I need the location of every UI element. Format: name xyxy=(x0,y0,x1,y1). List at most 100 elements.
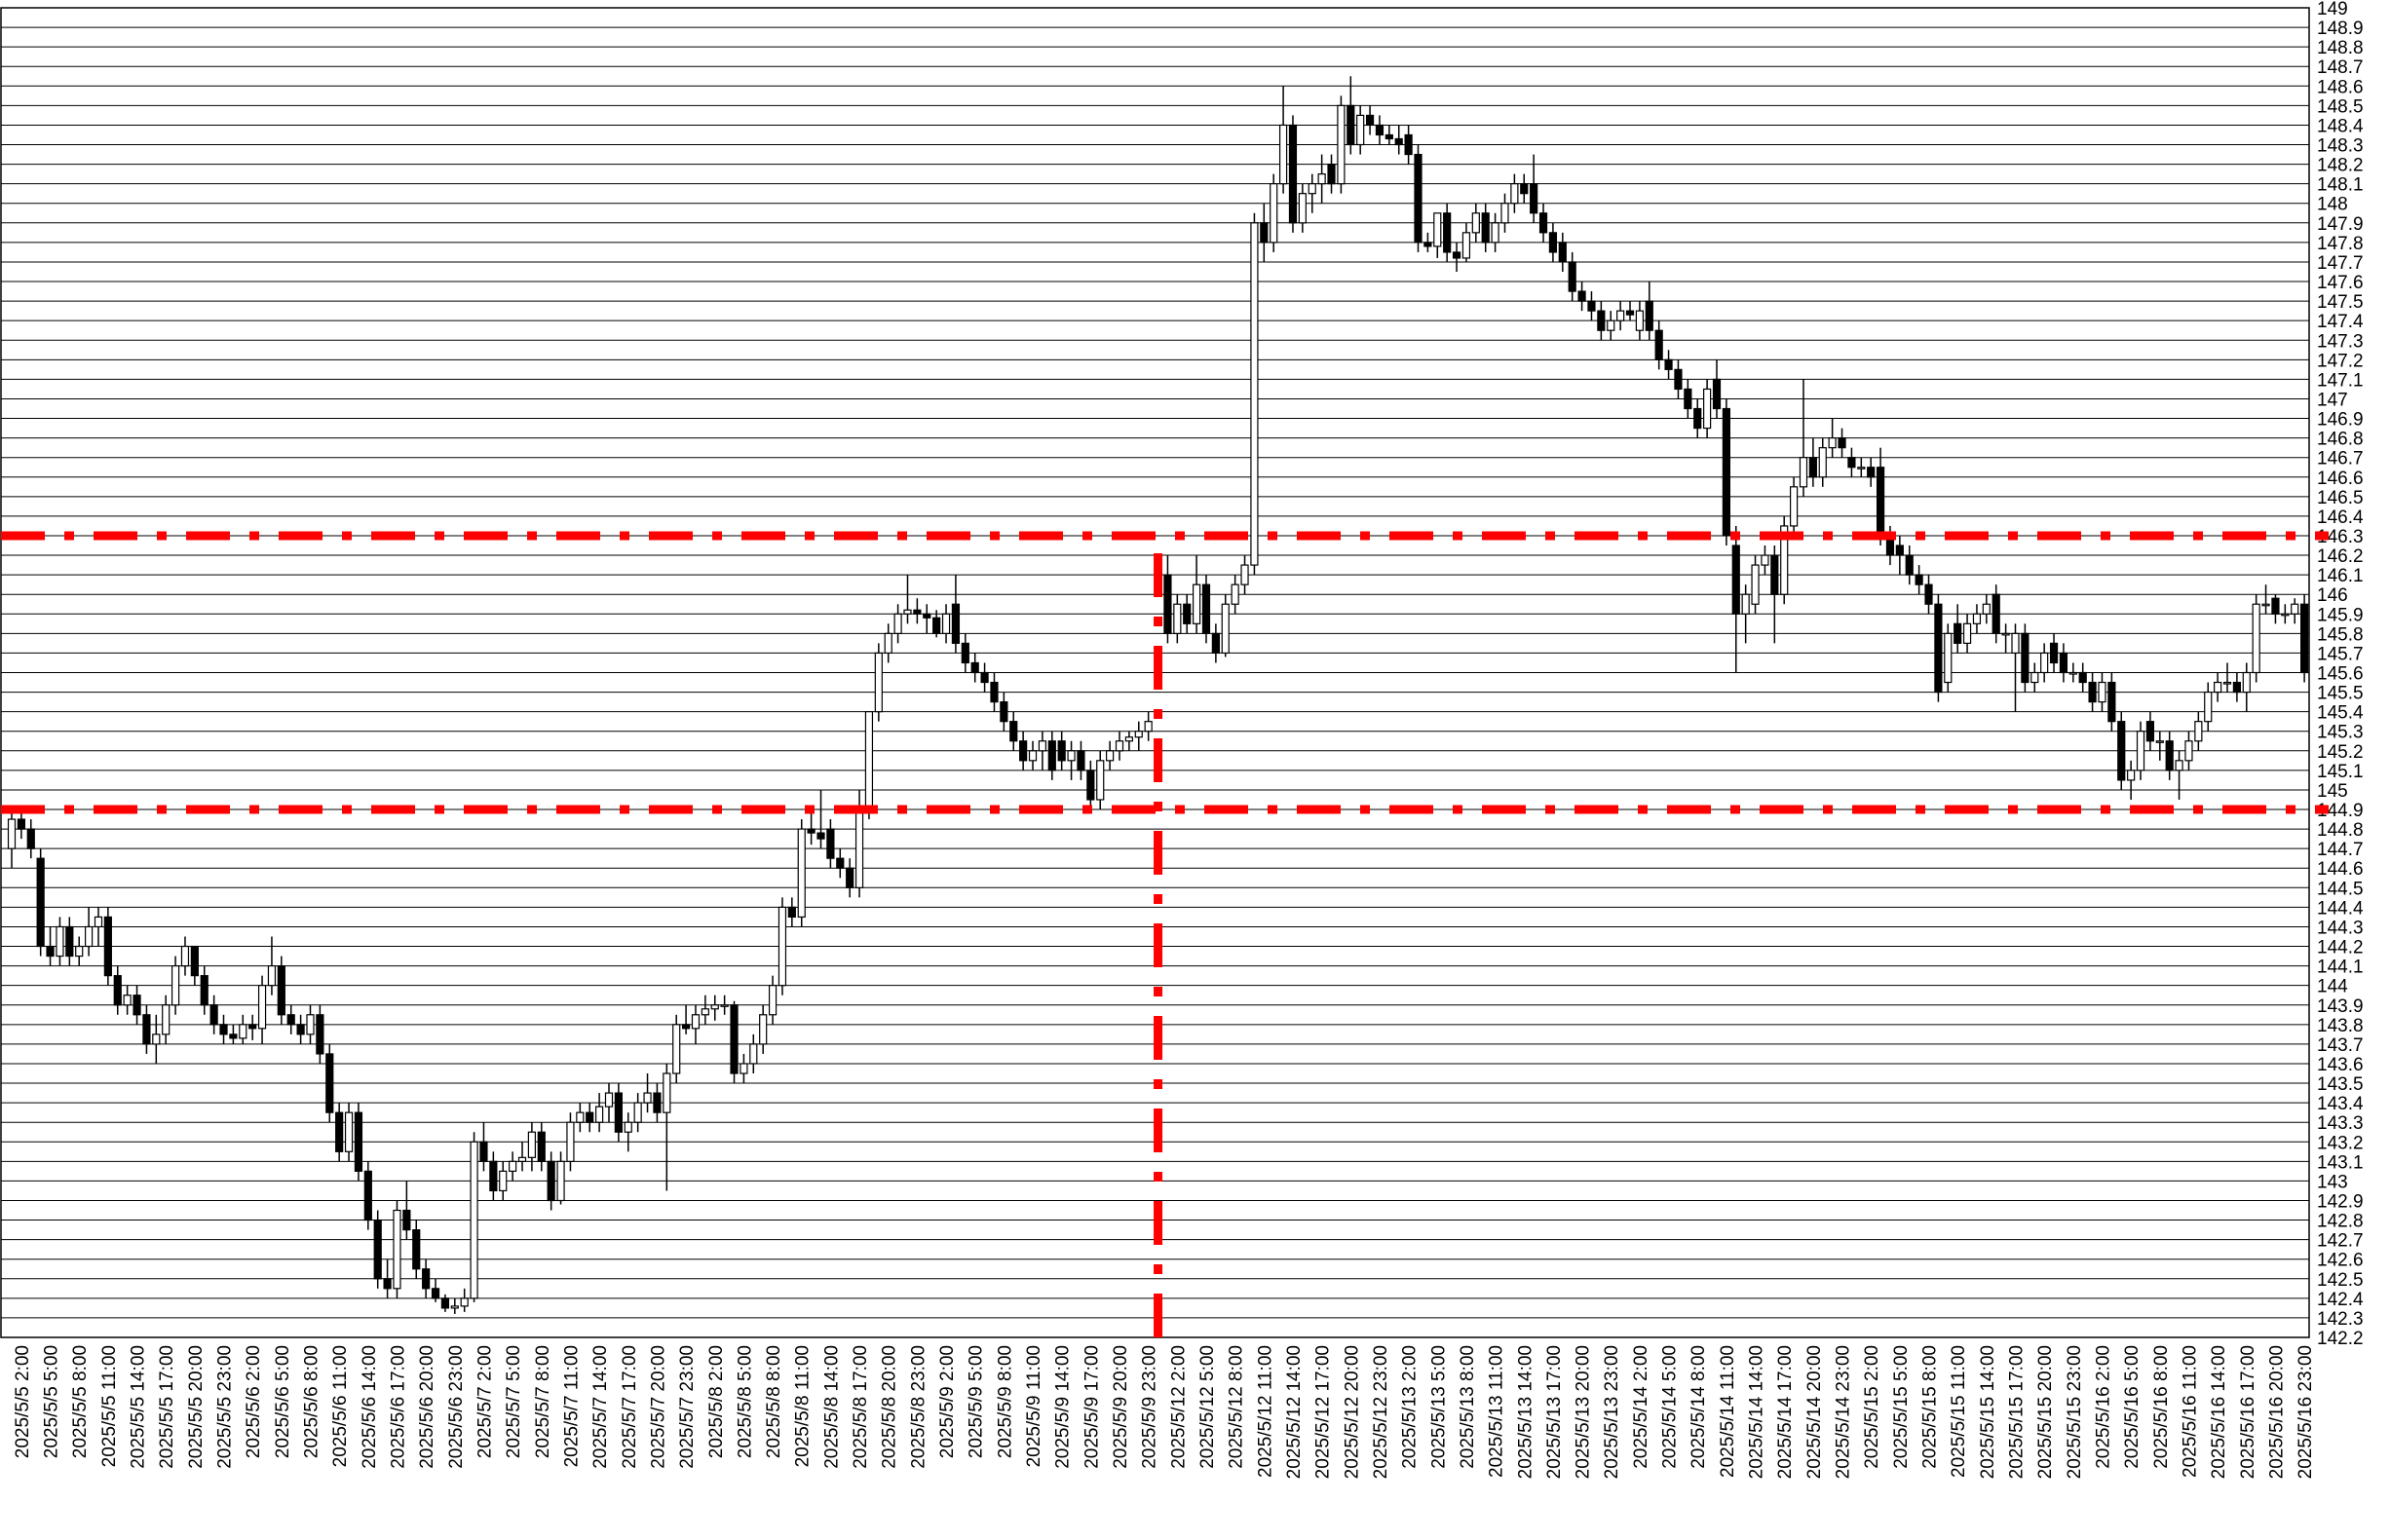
candle-body xyxy=(1635,310,1645,331)
x-tick-label: 2025/5/8 17:00 xyxy=(851,1345,871,1469)
candle-body xyxy=(1000,701,1008,723)
candle-body xyxy=(1327,163,1336,185)
x-tick-label: 2025/5/13 14:00 xyxy=(1515,1345,1536,1479)
x-tick-label: 2025/5/12 8:00 xyxy=(1227,1345,1247,1469)
candle-body xyxy=(1298,193,1307,224)
candle-body xyxy=(1684,388,1692,410)
x-tick-label: 2025/5/16 14:00 xyxy=(2209,1345,2229,1479)
candle-body xyxy=(75,945,84,958)
candle-body xyxy=(171,965,180,1006)
candle-body xyxy=(1067,750,1076,762)
x-tick-label: 2025/5/8 11:00 xyxy=(793,1345,814,1467)
y-tick-label: 143.3 xyxy=(2317,1113,2364,1134)
candle-body xyxy=(1616,310,1625,321)
candle-body xyxy=(1270,183,1278,244)
candle-body xyxy=(1818,447,1827,478)
candle-body xyxy=(1731,545,1740,615)
x-tick-label: 2025/5/16 2:00 xyxy=(2093,1345,2113,1469)
candle-body xyxy=(422,1268,431,1290)
y-tick-label: 147.1 xyxy=(2317,370,2364,391)
y-tick-label: 148.9 xyxy=(2317,19,2364,39)
x-tick-label: 2025/5/6 8:00 xyxy=(301,1345,322,1458)
y-tick-label: 143.2 xyxy=(2317,1133,2364,1153)
candle-body xyxy=(1183,603,1192,624)
y-tick-label: 142.4 xyxy=(2317,1290,2364,1310)
candle-body xyxy=(1009,721,1018,742)
candle-body xyxy=(1712,378,1722,410)
candle-body xyxy=(537,1131,546,1162)
y-tick-label: 146.8 xyxy=(2317,430,2364,450)
candle-body xyxy=(113,975,122,1006)
candle-body xyxy=(556,1160,565,1202)
candle-body xyxy=(1857,467,1866,470)
x-tick-label: 2025/5/14 8:00 xyxy=(1688,1345,1709,1469)
candle-body xyxy=(1173,603,1182,634)
candle-body xyxy=(595,1106,604,1123)
candle-body xyxy=(1240,564,1249,585)
candle-body xyxy=(470,1141,478,1299)
candle-body xyxy=(893,613,902,634)
candle-body xyxy=(499,1170,508,1192)
candle-body xyxy=(2145,721,2155,742)
candle-body xyxy=(7,818,17,849)
candle-body xyxy=(2184,740,2193,762)
candle-body xyxy=(951,603,961,644)
x-tick-label: 2025/5/13 11:00 xyxy=(1487,1345,1507,1478)
candle-body xyxy=(2078,671,2087,684)
candle-body xyxy=(1471,212,1480,234)
candle-body xyxy=(816,832,825,840)
candle-body xyxy=(1761,554,1769,566)
candle-body xyxy=(2107,681,2116,723)
candle-body xyxy=(759,1014,768,1045)
candle-body xyxy=(200,975,209,1006)
candle-body xyxy=(2098,681,2106,703)
y-tick-label: 147.3 xyxy=(2317,331,2364,352)
x-tick-label: 2025/5/7 14:00 xyxy=(590,1345,611,1469)
candle-body xyxy=(1530,183,1538,214)
y-tick-label: 142.5 xyxy=(2317,1270,2364,1291)
y-tick-label: 148 xyxy=(2317,195,2348,215)
candle-body xyxy=(2001,632,2010,636)
candle-body xyxy=(1019,740,1028,762)
y-tick-label: 142.8 xyxy=(2317,1212,2364,1232)
candle-body xyxy=(26,828,35,849)
x-tick-label: 2025/5/15 23:00 xyxy=(2065,1345,2085,1479)
candle-body xyxy=(36,857,45,948)
y-tick-label: 144.1 xyxy=(2317,958,2364,978)
candle-body xyxy=(749,1043,758,1065)
x-tick-label: 2025/5/14 17:00 xyxy=(1775,1345,1796,1479)
y-tick-label: 147.4 xyxy=(2317,312,2364,332)
candle-body xyxy=(980,671,989,684)
y-tick-label: 142.9 xyxy=(2317,1191,2364,1212)
y-tick-label: 148.1 xyxy=(2317,175,2364,196)
y-tick-label: 145.3 xyxy=(2317,723,2364,743)
y-tick-label: 145.4 xyxy=(2317,703,2364,724)
candle-body xyxy=(691,1014,701,1030)
candle-body xyxy=(663,1072,671,1113)
candle-body xyxy=(162,1004,171,1035)
y-tick-label: 144.3 xyxy=(2317,918,2364,938)
x-tick-label: 2025/5/9 2:00 xyxy=(937,1345,958,1458)
candle-body xyxy=(1047,740,1056,771)
candle-body xyxy=(913,609,922,615)
candle-body xyxy=(1954,622,1962,644)
candle-body xyxy=(787,906,796,919)
candle-body xyxy=(1654,329,1663,360)
x-tick-label: 2025/5/16 8:00 xyxy=(2151,1345,2172,1469)
candle-body xyxy=(1780,525,1789,595)
y-tick-label: 146.1 xyxy=(2317,566,2364,586)
candle-body xyxy=(1221,603,1230,655)
candle-body xyxy=(2049,642,2059,664)
candle-body xyxy=(923,613,931,619)
candle-body xyxy=(133,995,141,1016)
candle-body xyxy=(103,916,112,977)
candle-body xyxy=(836,857,845,869)
candle-body xyxy=(402,1209,411,1231)
candle-body xyxy=(1587,300,1596,312)
candle-body xyxy=(1520,183,1529,195)
candle-body xyxy=(1250,222,1259,566)
candle-body xyxy=(1693,407,1702,430)
y-tick-label: 142.2 xyxy=(2317,1329,2364,1349)
x-tick-label: 2025/5/13 20:00 xyxy=(1574,1345,1594,1479)
y-tick-label: 148.6 xyxy=(2317,77,2364,97)
